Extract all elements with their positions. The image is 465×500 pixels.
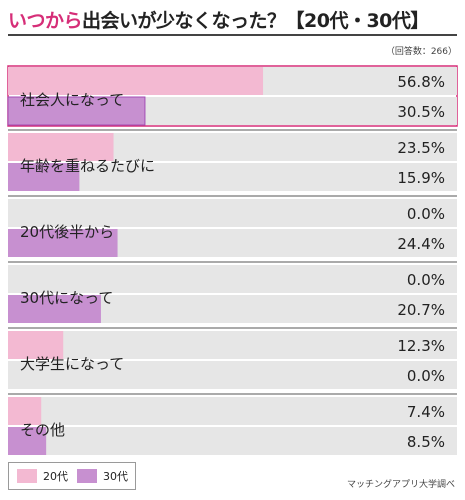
bar-track-cat-2-s0	[8, 199, 457, 227]
legend: 20代 30代	[8, 462, 136, 490]
bar-track-cat-3-s0	[8, 265, 457, 293]
legend-swatch-30s	[77, 469, 97, 483]
source-note: マッチングアプリ大学調べ	[346, 480, 455, 490]
bar-cat-1-s0	[8, 133, 114, 161]
highlight-frame-cat-0	[7, 65, 458, 127]
bar-track-cat-5-s0	[8, 397, 457, 425]
chart-title-accent: いつから	[8, 10, 83, 32]
category-label-cat-4: 大学生になって	[20, 355, 124, 373]
bar-track-cat-4-s1	[8, 361, 457, 389]
legend-swatch-20s	[17, 469, 37, 483]
bar-cat-1-s1	[8, 163, 80, 191]
value-label-cat-1-s0: 23.5%	[397, 139, 445, 157]
chart-title: いつから出会いが少なくなった？【20代・30代】	[8, 6, 429, 33]
bar-cat-0-s0	[8, 67, 264, 95]
bar-cat-4-s0	[8, 331, 64, 359]
title-divider	[8, 34, 457, 36]
legend-label-20s: 20代	[43, 470, 68, 483]
chart-title-rest: 出会いが少なくなった？【20代・30代】	[82, 10, 429, 32]
bar-cat-0-s1	[7, 96, 146, 126]
respondents-note: （回答数：266）	[385, 47, 457, 57]
category-label-cat-2: 20代後半から	[20, 223, 114, 241]
value-label-cat-4-s0: 12.3%	[397, 337, 445, 355]
category-label-cat-3: 30代になって	[20, 289, 113, 307]
value-label-cat-4-s1: 0.0%	[407, 367, 445, 385]
value-label-cat-2-s0: 0.0%	[407, 205, 445, 223]
value-label-cat-3-s0: 0.0%	[407, 271, 445, 289]
value-label-cat-0-s0: 56.8%	[397, 73, 445, 91]
legend-label-30s: 30代	[103, 470, 128, 483]
bar-track-cat-1-s1	[8, 163, 457, 191]
category-label-cat-0: 社会人になって	[20, 91, 124, 109]
value-label-cat-5-s1: 8.5%	[407, 433, 445, 451]
bar-cat-5-s0	[8, 397, 42, 425]
value-label-cat-5-s0: 7.4%	[407, 403, 445, 421]
bar-track-cat-5-s1	[8, 427, 457, 455]
bar-track-cat-4-s0	[8, 331, 457, 359]
bar-cat-2-s1	[8, 229, 118, 257]
value-label-cat-3-s1: 20.7%	[397, 301, 445, 319]
category-label-cat-1: 年齢を重ねるたびに	[20, 157, 155, 175]
category-label-cat-5: その他	[20, 421, 65, 439]
value-label-cat-0-s1: 30.5%	[397, 103, 445, 121]
value-label-cat-1-s1: 15.9%	[397, 169, 445, 187]
value-label-cat-2-s1: 24.4%	[397, 235, 445, 253]
bar-cat-5-s1	[8, 427, 47, 455]
bar-cat-3-s1	[8, 295, 101, 323]
